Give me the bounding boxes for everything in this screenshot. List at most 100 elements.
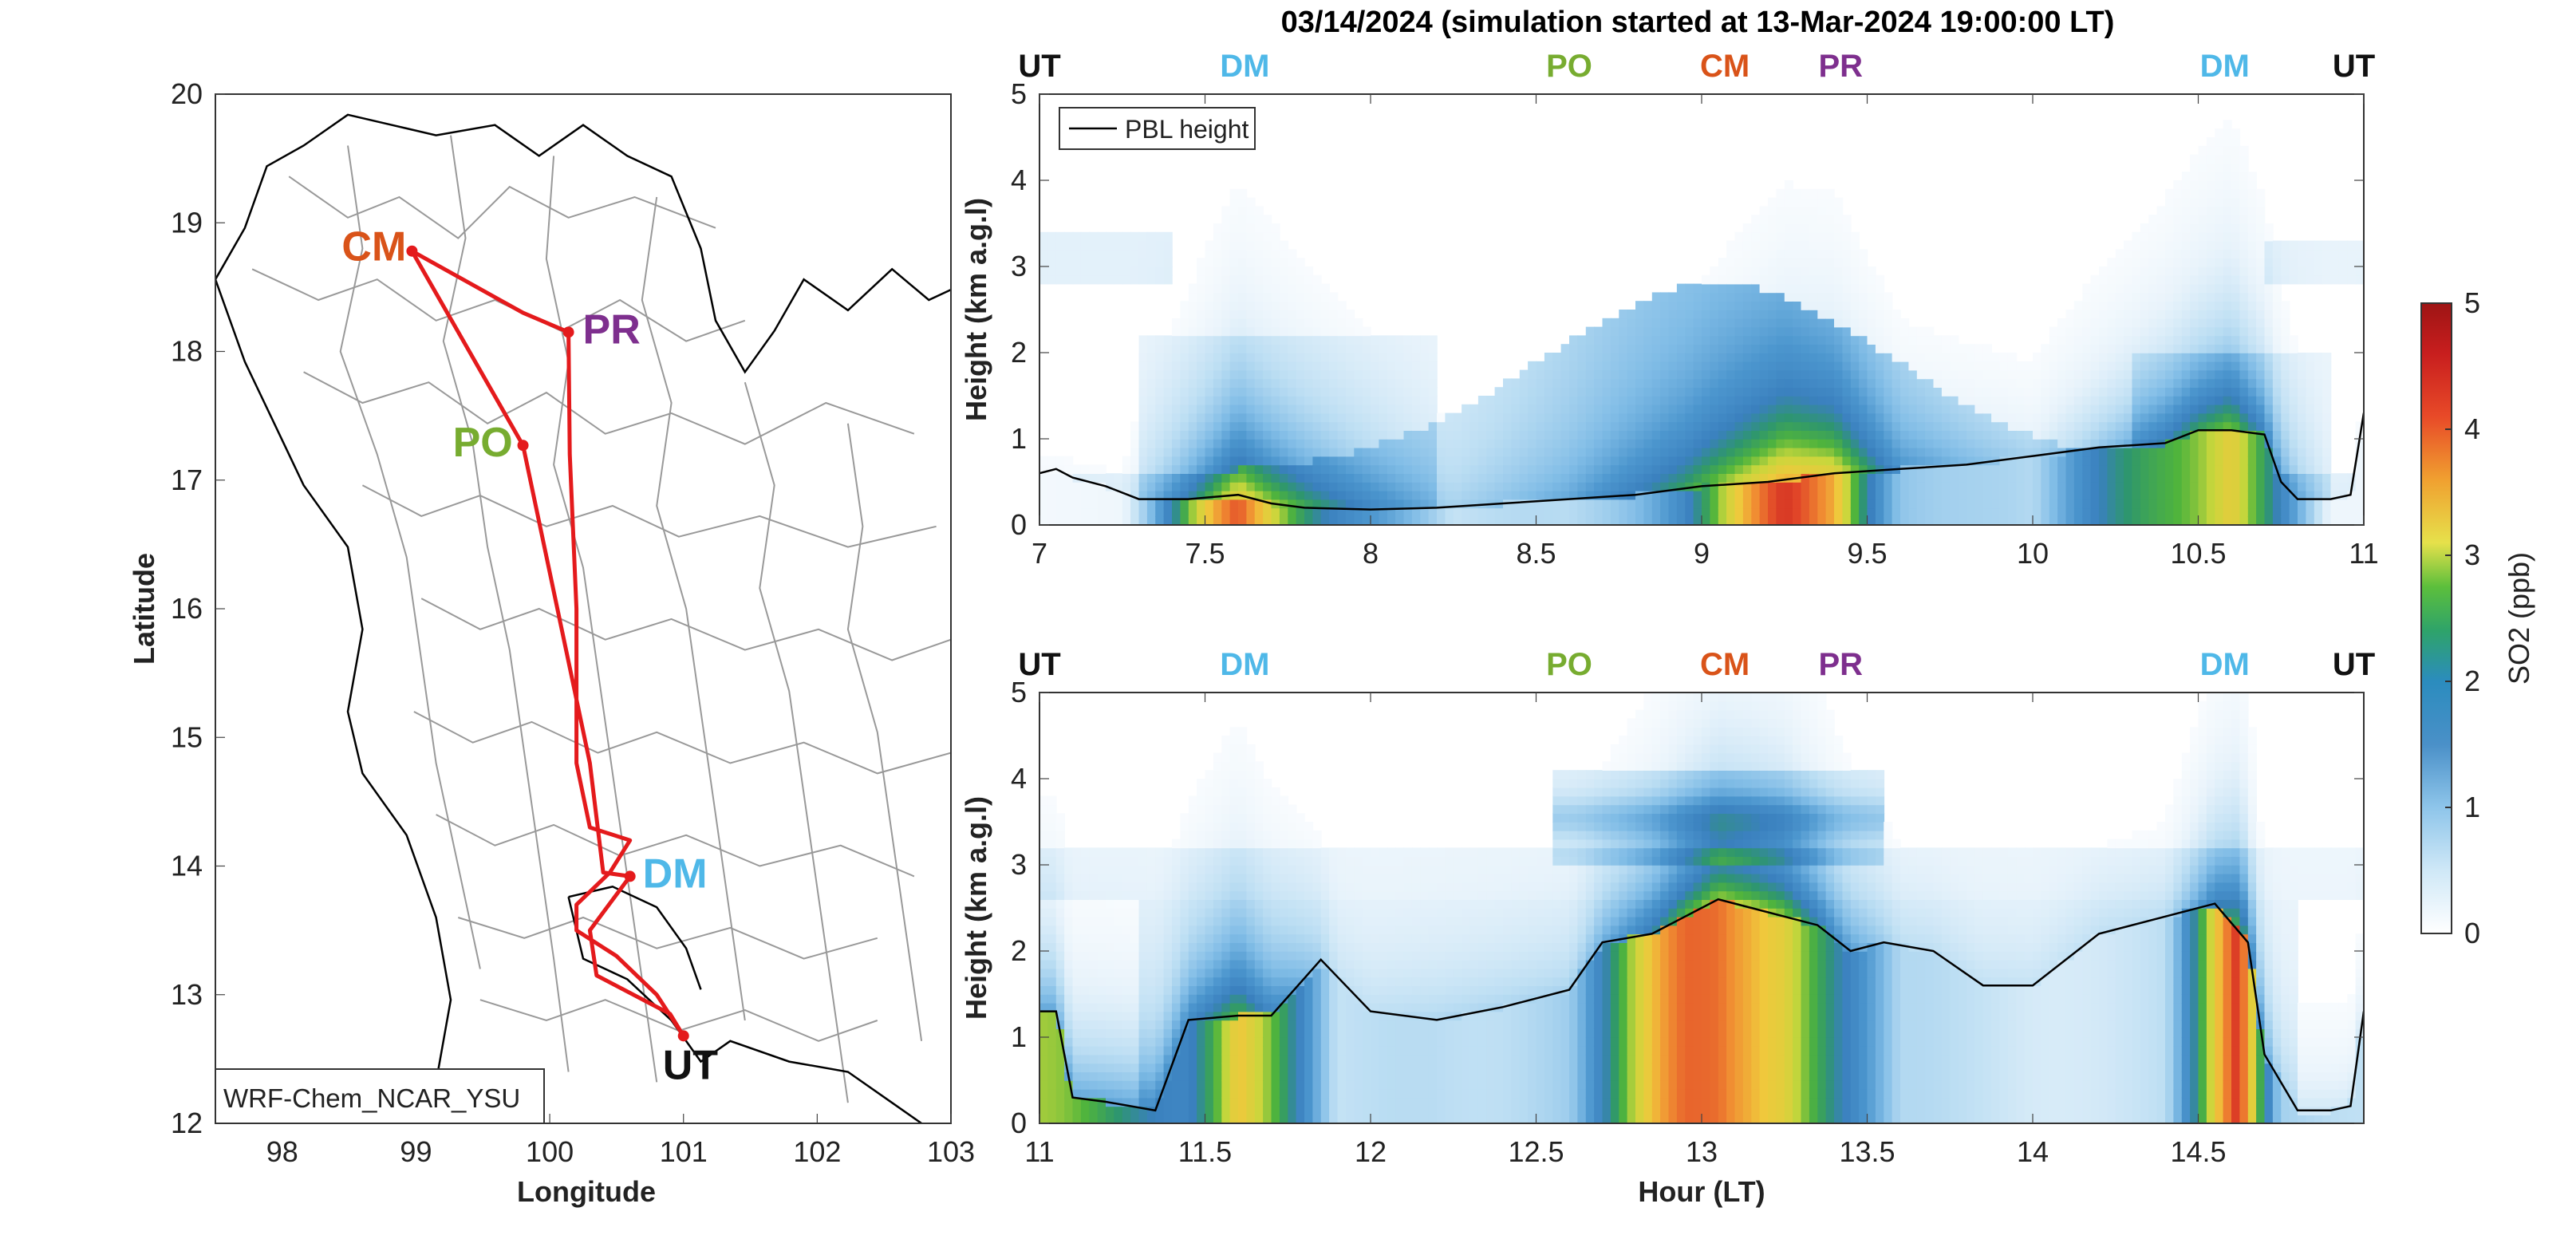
so2-cell — [2049, 378, 2058, 388]
so2-cell — [1726, 421, 1736, 431]
so2-cell — [1304, 387, 1314, 397]
so2-cell — [1395, 353, 1405, 362]
so2-cell — [1511, 378, 1521, 388]
so2-cell — [1668, 361, 1678, 371]
so2-cell — [2181, 223, 2191, 233]
so2-cell — [1643, 412, 1653, 423]
so2-cell — [1693, 490, 1702, 500]
so2-cell — [1544, 473, 1554, 483]
so2-cell — [1080, 1054, 1091, 1064]
so2-cell — [1825, 283, 1835, 294]
so2-cell — [1172, 344, 1181, 353]
so2-cell — [1999, 412, 2009, 423]
so2-cell — [1271, 412, 1280, 423]
so2-cell — [1296, 378, 1305, 388]
so2-cell — [2256, 447, 2266, 457]
so2-cell — [2223, 206, 2232, 215]
so2-cell — [1387, 412, 1396, 423]
so2-cell — [1651, 421, 1661, 431]
so2-cell — [1776, 378, 1785, 388]
so2-cell — [2264, 396, 2274, 405]
so2-cell — [2073, 439, 2084, 448]
so2-cell — [1163, 1028, 1173, 1038]
so2-cell — [1345, 353, 1355, 362]
so2-cell — [1925, 490, 1935, 500]
so2-cell — [1271, 310, 1280, 319]
so2-cell — [1229, 447, 1239, 457]
so2-cell — [1710, 335, 1719, 345]
map-y-tick-label: 12 — [171, 1107, 203, 1139]
so2-cell — [2298, 369, 2307, 380]
so2-cell — [1229, 292, 1239, 302]
so2-cell — [1916, 421, 1926, 431]
so2-cell — [2033, 396, 2042, 405]
so2-cell — [1494, 507, 1504, 517]
so2-cell — [1635, 326, 1645, 337]
so2-cell — [2198, 231, 2207, 242]
so2-cell — [2190, 206, 2199, 215]
so2-cell — [1660, 387, 1670, 397]
so2-cell — [1320, 439, 1330, 448]
so2-cell — [2190, 335, 2199, 345]
so2-cell — [1958, 456, 1967, 466]
so2-cell — [2132, 249, 2141, 258]
so2-cell — [2322, 258, 2332, 267]
so2-cell — [1941, 507, 1951, 517]
so2-cell — [1834, 231, 1844, 242]
so2-cell — [1072, 968, 1082, 978]
so2-cell — [1859, 473, 1868, 483]
so2-cell — [1146, 447, 1157, 457]
so2-cell — [1834, 490, 1844, 500]
so2-cell — [1759, 249, 1769, 258]
so2-cell — [1155, 396, 1165, 405]
so2-cell — [1106, 482, 1115, 491]
so2-cell — [2264, 249, 2274, 258]
so2-cell — [1900, 447, 1910, 457]
so2-cell — [1834, 447, 1844, 457]
so2-cell — [2314, 464, 2323, 474]
so2-cell — [1793, 240, 1802, 251]
so2-cell — [1577, 507, 1587, 517]
so2-cell — [1296, 301, 1305, 310]
so2-cell — [2239, 421, 2249, 431]
so2-cell — [2272, 404, 2282, 414]
so2-cell — [2099, 369, 2109, 380]
so2-cell — [1734, 439, 1744, 448]
so2-cell — [1462, 430, 1471, 440]
so2-cell — [2223, 507, 2232, 517]
so2-cell — [1627, 335, 1636, 345]
so2-cell — [2206, 292, 2216, 302]
so2-cell — [1064, 499, 1074, 509]
so2-cell — [2124, 456, 2133, 466]
so2-cell — [1643, 387, 1653, 397]
so2-cell — [1875, 421, 1885, 431]
so2-cell — [2322, 507, 2332, 517]
so2-cell — [1834, 215, 1844, 224]
so2-cell — [1213, 473, 1223, 483]
so2-cell — [1676, 430, 1686, 440]
so2-cell — [1892, 430, 1901, 440]
so2-cell — [1238, 516, 1248, 525]
so2-cell — [2231, 396, 2241, 405]
so2-cell — [1834, 396, 1844, 405]
so2-cell — [2016, 404, 2026, 414]
so2-cell — [1784, 215, 1793, 224]
so2-cell — [2099, 378, 2109, 388]
so2-cell — [1097, 959, 1107, 969]
so2-cell — [1395, 499, 1405, 509]
so2-cell — [2041, 439, 2050, 448]
so2-cell — [1097, 1011, 1107, 1021]
so2-cell — [1138, 1020, 1148, 1029]
so2-cell — [1685, 499, 1694, 509]
so2-cell — [1469, 430, 1479, 440]
so2-cell — [1494, 473, 1504, 483]
so2-cell — [1842, 240, 1852, 251]
so2-cell — [1379, 378, 1388, 388]
so2-cell — [1577, 344, 1587, 353]
so2-cell — [1288, 499, 1297, 509]
so2-cell — [1320, 473, 1330, 483]
so2-cell — [1734, 240, 1744, 251]
so2-cell — [1106, 985, 1115, 995]
so2-cell — [1569, 490, 1579, 500]
